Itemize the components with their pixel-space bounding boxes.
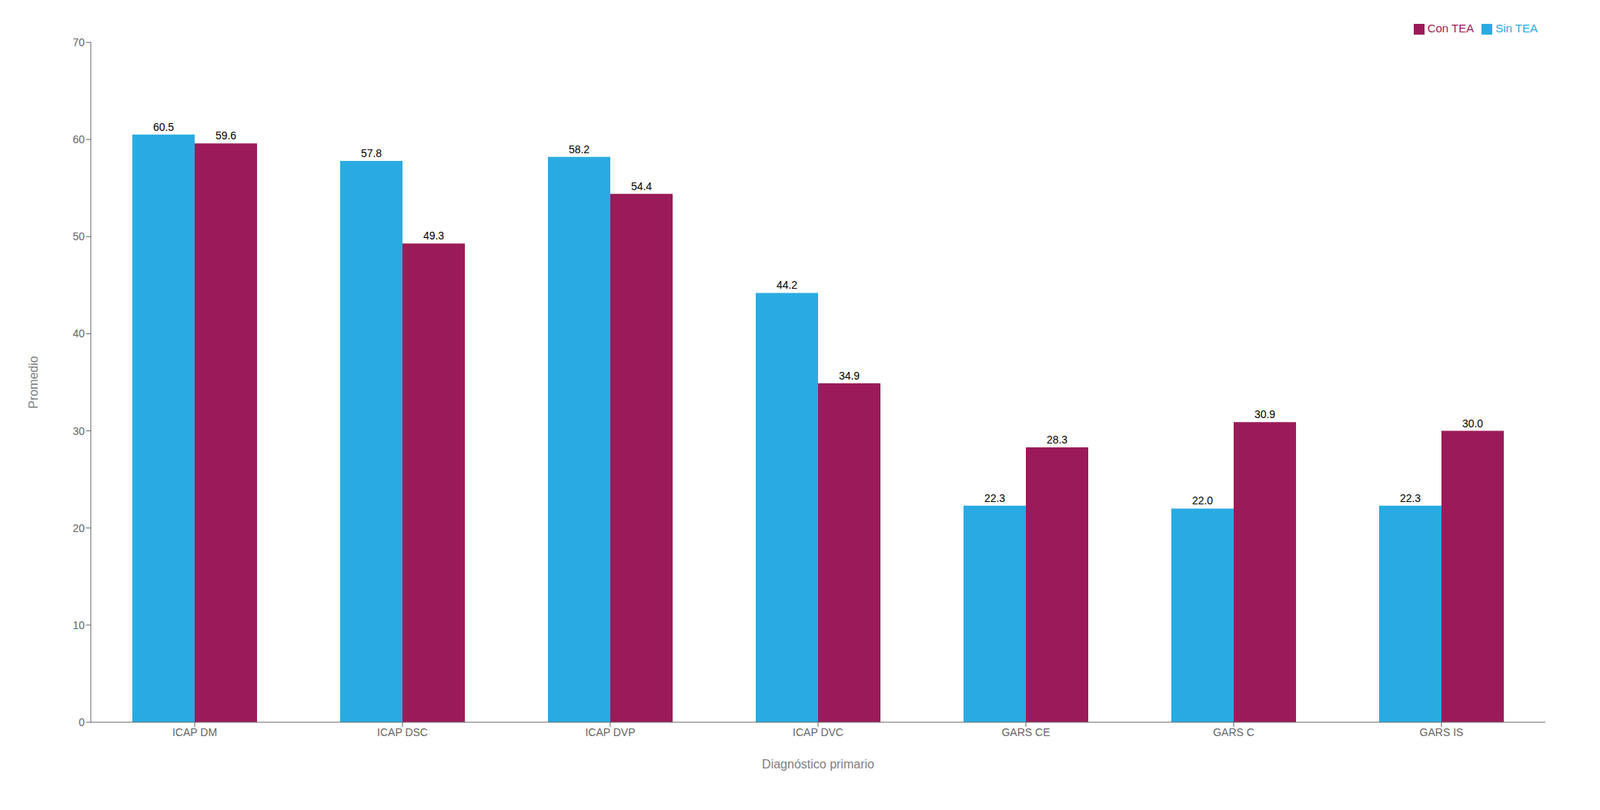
svg-text:GARS IS: GARS IS	[1419, 725, 1464, 739]
svg-text:30.9: 30.9	[1254, 407, 1276, 421]
svg-text:20: 20	[72, 521, 85, 535]
svg-text:ICAP DVC: ICAP DVC	[792, 725, 844, 739]
svg-text:70: 70	[72, 36, 85, 49]
svg-text:57.8: 57.8	[360, 146, 382, 160]
html-text:Sin TEA: Sin TEA	[1495, 21, 1538, 35]
svg-text:Diagnóstico primario: Diagnóstico primario	[761, 757, 875, 771]
svg-text:50: 50	[72, 230, 85, 243]
svg-text:59.6: 59.6	[215, 129, 237, 142]
svg-text:ICAP DSC: ICAP DSC	[377, 725, 428, 739]
svg-text:ICAP DVP: ICAP DVP	[584, 725, 635, 739]
svg-text:22.3: 22.3	[1399, 491, 1421, 505]
svg-text:30.0: 30.0	[1462, 417, 1484, 430]
svg-text:Promedio: Promedio	[26, 355, 41, 409]
svg-text:GARS C: GARS C	[1212, 725, 1255, 739]
svg-text:22.3: 22.3	[984, 491, 1006, 505]
svg-text:60: 60	[72, 133, 85, 146]
svg-text:58.2: 58.2	[568, 143, 590, 156]
svg-text:34.9: 34.9	[838, 369, 860, 382]
svg-text:10: 10	[72, 618, 85, 632]
svg-text:ICAP DM: ICAP DM	[172, 725, 218, 739]
svg-text:GARS CE: GARS CE	[1001, 725, 1050, 739]
svg-text:22.0: 22.0	[1192, 494, 1213, 507]
svg-text:40: 40	[72, 327, 85, 340]
svg-text:30: 30	[72, 424, 85, 438]
html-text:Con TEA: Con TEA	[1427, 21, 1475, 35]
svg-text:44.2: 44.2	[776, 278, 798, 291]
svg-text:28.3: 28.3	[1046, 433, 1068, 446]
svg-text:49.3: 49.3	[423, 229, 445, 242]
svg-text:0: 0	[78, 715, 85, 729]
svg-text:60.5: 60.5	[153, 120, 174, 134]
svg-text:54.4: 54.4	[631, 180, 652, 193]
